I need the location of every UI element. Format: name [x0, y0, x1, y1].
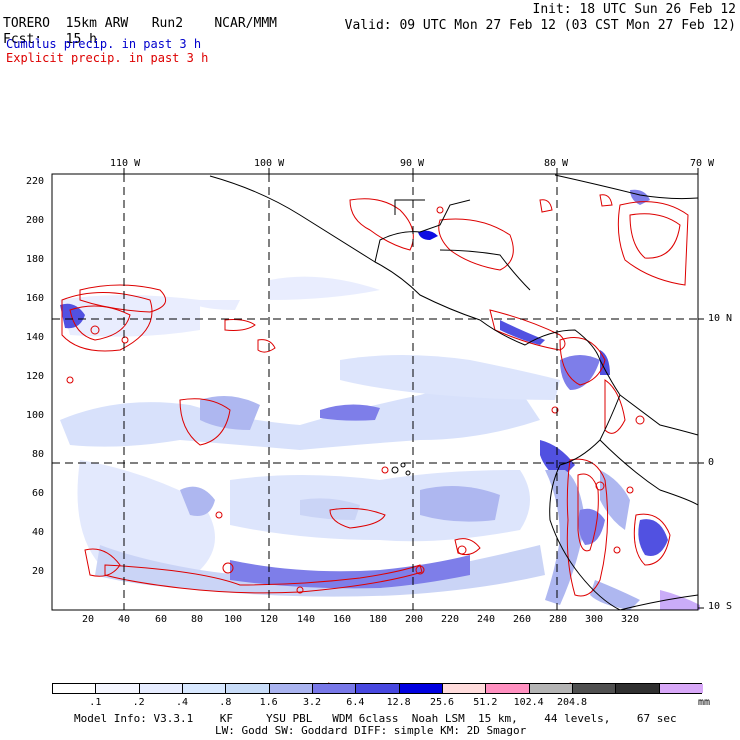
left-axis-label: 80 [32, 449, 45, 460]
run-label: Run2 [151, 16, 184, 31]
colorbar-swatch [486, 684, 530, 693]
colorbar-swatch [356, 684, 400, 693]
left-axis-label: 200 [26, 215, 45, 226]
left-axis-label: 160 [26, 293, 45, 304]
left-axis-label: 60 [32, 488, 45, 499]
init-time: Init: 18 UTC Sun 26 Feb 12 [532, 2, 737, 17]
bottom-axis-label: 100 [224, 614, 243, 625]
model-info: Model Info: V3.3.1 KF YSU PBL WDM 6class… [74, 712, 677, 725]
bottom-axis-label: 220 [441, 614, 460, 625]
fcst-label: Fcst: [3, 32, 43, 47]
colorbar-label: .1 [89, 697, 102, 708]
physics-info: LW: Godd SW: Goddard DIFF: simple KM: 2D… [215, 724, 527, 737]
bottom-axis-label: 280 [549, 614, 568, 625]
colorbar-swatch [53, 684, 97, 693]
map-frame [51, 173, 699, 611]
coastlines [209, 174, 699, 611]
colorbar-label: .2 [132, 697, 145, 708]
colorbar-swatch [659, 684, 703, 693]
model-name: TORERO [3, 16, 50, 31]
bottom-axis-label: 180 [369, 614, 388, 625]
colorbar-label: 3.2 [302, 697, 322, 708]
explicit-precip-contours [61, 194, 689, 597]
left-axis-label: 40 [32, 527, 45, 538]
colorbar-swatch [96, 684, 140, 693]
colorbar-swatch [529, 684, 573, 693]
colorbar-label: 102.4 [513, 697, 544, 708]
left-axis-label: 100 [26, 410, 45, 421]
top-axis-label: 80 W [544, 158, 569, 169]
top-axis-label: 90 W [400, 158, 425, 169]
bottom-axis-label: 20 [82, 614, 95, 625]
model-resolution: 15km ARW [65, 16, 129, 31]
left-axis-label: 220 [26, 176, 45, 187]
bottom-axis-label: 300 [585, 614, 604, 625]
colorbar-label: 6.4 [346, 697, 365, 708]
bottom-axis-label: 60 [155, 614, 168, 625]
right-axis-label: 10 N [708, 313, 733, 324]
colorbar-swatch [443, 684, 487, 693]
colorbar-label: 51.2 [473, 697, 498, 708]
left-axis-label: 180 [26, 254, 45, 265]
colorbar-swatch [226, 684, 270, 693]
colorbar-swatch [616, 684, 660, 693]
left-axis-label: 20 [32, 566, 45, 577]
bottom-axis-label: 200 [405, 614, 424, 625]
bottom-axis-label: 80 [191, 614, 204, 625]
colorbar-swatch [183, 684, 227, 693]
colorbar [52, 683, 703, 694]
lat-lon-grid [52, 174, 698, 610]
right-axis-label: 10 S [708, 601, 733, 612]
top-axis-label: 70 W [690, 158, 715, 169]
left-axis-label: 140 [26, 332, 45, 343]
top-axis-label: 110 W [110, 158, 141, 169]
legend-cumulus: Cumulus precip. in past 3 h [6, 37, 202, 51]
colorbar-label: 25.6 [429, 697, 455, 708]
valid-time: Valid: 09 UTC Mon 27 Feb 12 (03 CST Mon … [344, 18, 736, 33]
axis-ticks [123, 168, 704, 609]
colorbar-swatch [573, 684, 617, 693]
bottom-axis-label: 240 [477, 614, 496, 625]
forecast-hour: Fcst: 15 h [3, 19, 97, 47]
colorbar-swatch [399, 684, 443, 693]
colorbar-swatch [269, 684, 313, 693]
colorbar-label: 12.8 [386, 697, 411, 708]
colorbar-label: 1.6 [259, 697, 278, 708]
colorbar-swatch [313, 684, 357, 693]
top-axis-label: 100 W [254, 158, 285, 169]
cumulus-precip-fields [60, 189, 700, 610]
bottom-axis-label: 140 [297, 614, 316, 625]
colorbar-label: .8 [219, 697, 232, 708]
right-axis-label: 0 [708, 457, 715, 468]
bottom-axis-label: 40 [118, 614, 131, 625]
bottom-axis-label: 160 [333, 614, 352, 625]
legend-explicit: Explicit precip. in past 3 h [6, 51, 209, 65]
left-axis-label: 120 [26, 371, 45, 382]
colorbar-unit: mm [698, 697, 711, 708]
colorbar-label: .4 [175, 697, 189, 708]
bottom-axis-label: 320 [621, 614, 640, 625]
colorbar-label: 204.8 [556, 697, 588, 708]
bottom-axis-label: 260 [513, 614, 532, 625]
model-title: TORERO 15km ARW Run2 NCAR/MMM [3, 3, 277, 31]
org-label: NCAR/MMM [214, 16, 277, 31]
fcst-value: 15 h [65, 32, 97, 47]
bottom-axis-label: 120 [260, 614, 279, 625]
colorbar-swatch [139, 684, 183, 693]
